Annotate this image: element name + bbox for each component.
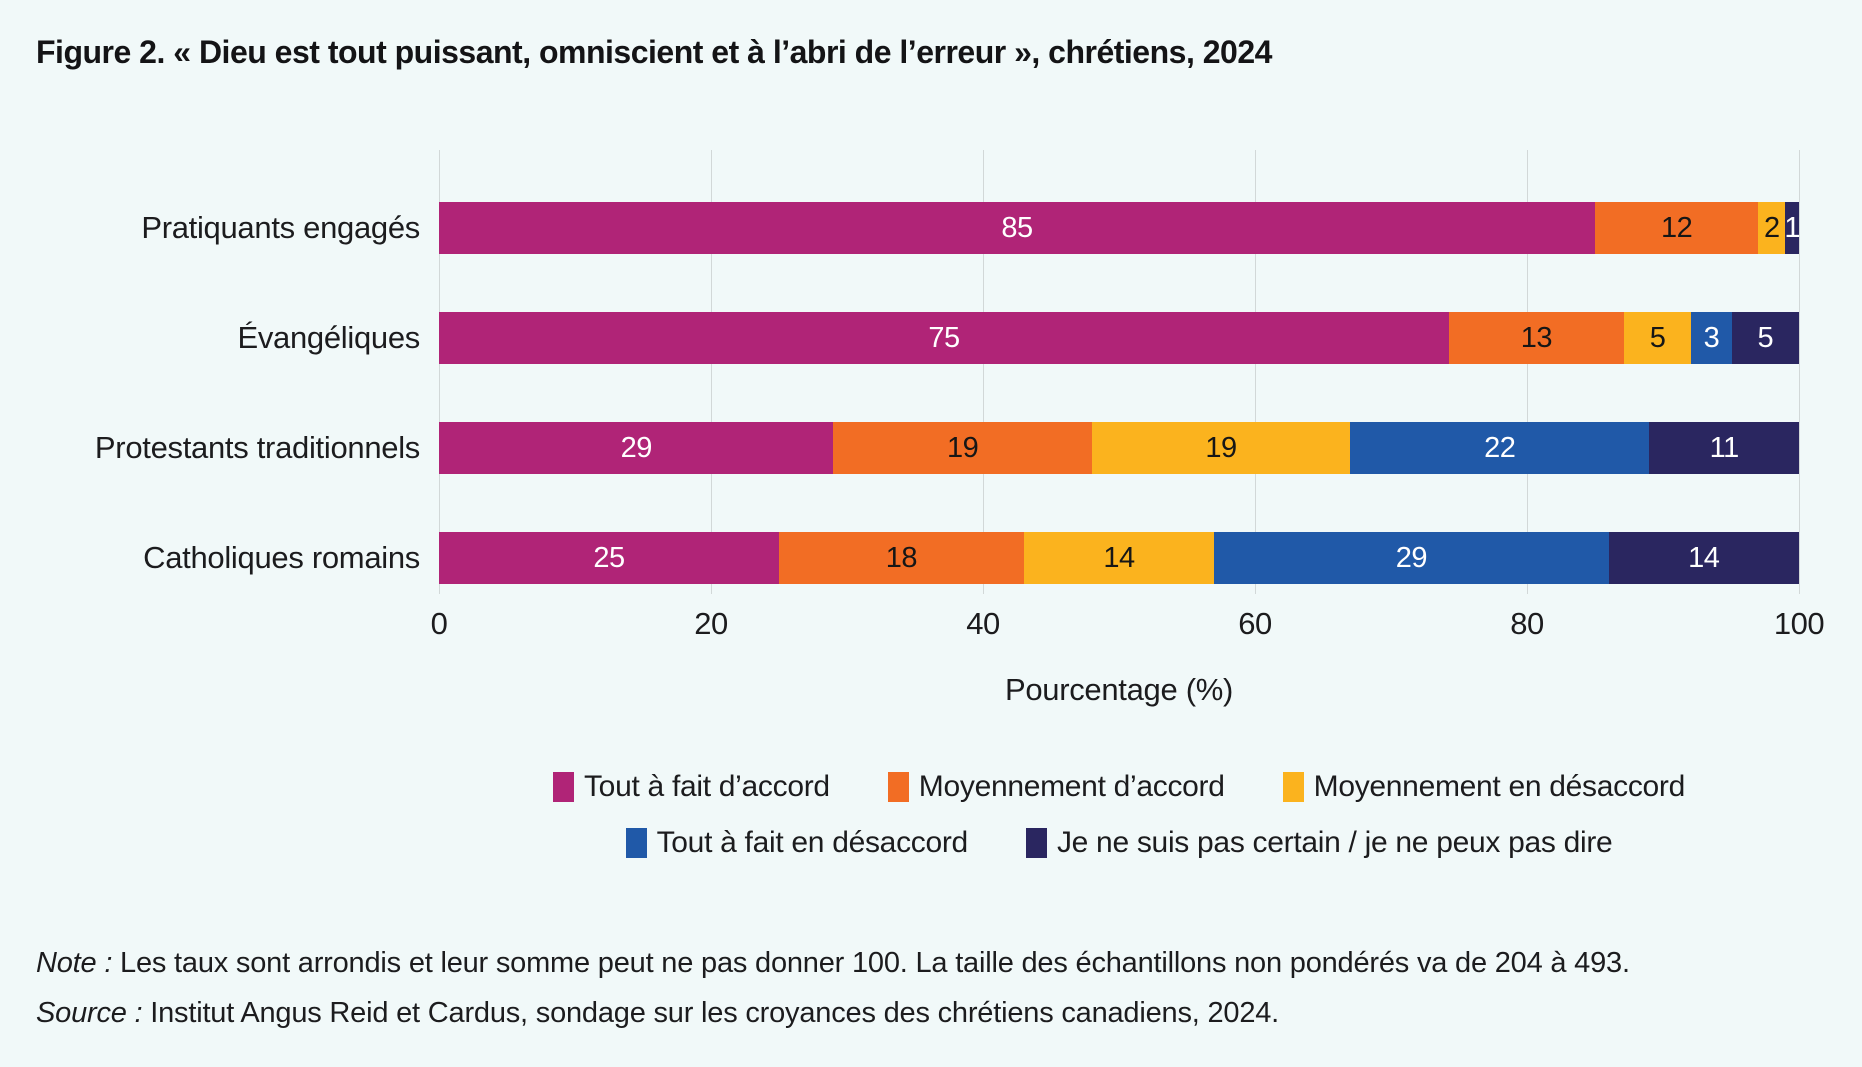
bar-segment: 5 bbox=[1623, 312, 1692, 364]
tick-label-20: 20 bbox=[694, 606, 728, 641]
bar-segment: 75 bbox=[439, 312, 1449, 364]
bar-value-label: 5 bbox=[1757, 321, 1774, 354]
bar-value-label: 85 bbox=[1001, 211, 1033, 244]
legend-label: Je ne suis pas certain / je ne peux pas … bbox=[1056, 826, 1613, 859]
legend-item: Moyennement en désaccord bbox=[1282, 770, 1686, 804]
bar-value-label: 5 bbox=[1649, 321, 1666, 354]
bar-value-label: 25 bbox=[593, 541, 625, 574]
bar-row: 29 19 19 22 11 bbox=[439, 422, 1799, 474]
category-label: Pratiquants engagés bbox=[141, 210, 420, 245]
bar-segment: 85 bbox=[439, 202, 1595, 254]
tick-label-0: 0 bbox=[430, 606, 448, 641]
legend-item: Tout à fait en désaccord bbox=[625, 826, 969, 860]
note-line: Note : Les taux sont arrondis et leur so… bbox=[36, 938, 1630, 988]
gridline-80 bbox=[1527, 150, 1528, 594]
source-text: Institut Angus Reid et Cardus, sondage s… bbox=[142, 997, 1280, 1029]
legend-label: Moyennement en désaccord bbox=[1313, 770, 1686, 803]
bar-chart-plot-area: 85 12 2 1 75 13 5 3 5 29 19 19 22 11 25 18 14 29 14 bbox=[439, 150, 1800, 594]
bar-value-label: 29 bbox=[620, 431, 653, 464]
source-line: Source : Institut Angus Reid et Cardus, … bbox=[36, 988, 1630, 1038]
bar-row: 25 18 14 29 14 bbox=[439, 532, 1799, 584]
legend-label: Tout à fait en désaccord bbox=[656, 826, 969, 859]
bar-segment: 22 bbox=[1350, 422, 1650, 474]
bar-segment: 29 bbox=[1214, 532, 1609, 584]
category-label: Catholiques romains bbox=[143, 540, 420, 575]
bar-segment: 13 bbox=[1448, 312, 1624, 364]
bar-segment: 18 bbox=[779, 532, 1024, 584]
bar-value-label: 22 bbox=[1484, 431, 1516, 464]
bar-value-label: 12 bbox=[1660, 211, 1693, 244]
bar-value-label: 18 bbox=[885, 541, 918, 574]
legend-label: Moyennement d’accord bbox=[918, 770, 1225, 803]
tick-label-40: 40 bbox=[966, 606, 1000, 641]
note-prefix: Note : bbox=[36, 947, 113, 979]
category-label: Évangéliques bbox=[237, 320, 420, 355]
bar-value-label: 1 bbox=[1784, 211, 1800, 244]
bar-value-label: 29 bbox=[1395, 541, 1428, 574]
bar-segment: 2 bbox=[1758, 202, 1786, 254]
bar-segment: 29 bbox=[439, 422, 834, 474]
tick-label-80: 80 bbox=[1510, 606, 1544, 641]
bar-segment: 25 bbox=[439, 532, 779, 584]
gridline-0 bbox=[439, 150, 440, 594]
bar-segment: 12 bbox=[1595, 202, 1759, 254]
bar-segment: 1 bbox=[1784, 202, 1800, 254]
bar-value-label: 13 bbox=[1520, 321, 1553, 354]
bar-value-label: 2 bbox=[1763, 211, 1780, 244]
bar-value-label: 14 bbox=[1103, 541, 1135, 574]
bar-segment: 5 bbox=[1731, 312, 1799, 364]
legend-item: Tout à fait d’accord bbox=[552, 770, 830, 804]
figure-notes: Note : Les taux sont arrondis et leur so… bbox=[36, 938, 1630, 1038]
legend-swatch-icon bbox=[1282, 772, 1304, 802]
bar-value-label: 14 bbox=[1688, 541, 1720, 574]
note-text: Les taux sont arrondis et leur somme peu… bbox=[112, 947, 1630, 979]
bar-segment: 14 bbox=[1023, 532, 1215, 584]
bar-value-label: 75 bbox=[928, 321, 960, 354]
source-prefix: Source : bbox=[36, 997, 143, 1029]
bar-value-label: 3 bbox=[1703, 321, 1720, 354]
gridline-40 bbox=[983, 150, 984, 594]
bar-row: 85 12 2 1 bbox=[439, 202, 1800, 254]
gridline-20 bbox=[711, 150, 712, 594]
tick-label-60: 60 bbox=[1238, 606, 1272, 641]
gridline-100 bbox=[1799, 150, 1800, 594]
legend-swatch-icon bbox=[625, 828, 647, 858]
bar-value-label: 19 bbox=[946, 431, 979, 464]
bar-segment: 19 bbox=[833, 422, 1092, 474]
bar-row: 75 13 5 3 5 bbox=[439, 312, 1799, 364]
legend-swatch-icon bbox=[552, 772, 574, 802]
legend-item: Moyennement d’accord bbox=[887, 770, 1225, 804]
gridline-60 bbox=[1255, 150, 1256, 594]
bar-value-label: 11 bbox=[1709, 431, 1740, 464]
bar-segment: 14 bbox=[1608, 532, 1799, 584]
bar-segment: 11 bbox=[1649, 422, 1799, 474]
bar-segment: 3 bbox=[1691, 312, 1732, 364]
legend-label: Tout à fait d’accord bbox=[583, 770, 830, 803]
legend-swatch-icon bbox=[1025, 828, 1047, 858]
chart-legend: Tout à fait d’accord Moyennement d’accord… bbox=[439, 770, 1799, 860]
x-axis-title: Pourcentage (%) bbox=[1004, 672, 1234, 707]
legend-row: Tout à fait en désaccord Je ne suis pas c… bbox=[625, 826, 1613, 860]
category-label: Protestants traditionnels bbox=[94, 430, 420, 465]
bar-segment: 19 bbox=[1091, 422, 1351, 474]
legend-swatch-icon bbox=[887, 772, 909, 802]
bar-value-label: 19 bbox=[1205, 431, 1237, 464]
tick-label-100: 100 bbox=[1773, 606, 1825, 641]
legend-item: Je ne suis pas certain / je ne peux pas … bbox=[1025, 826, 1613, 860]
legend-row: Tout à fait d’accord Moyennement d’accord… bbox=[552, 770, 1686, 804]
figure-title: Figure 2. « Dieu est tout puissant, omni… bbox=[36, 34, 1272, 70]
